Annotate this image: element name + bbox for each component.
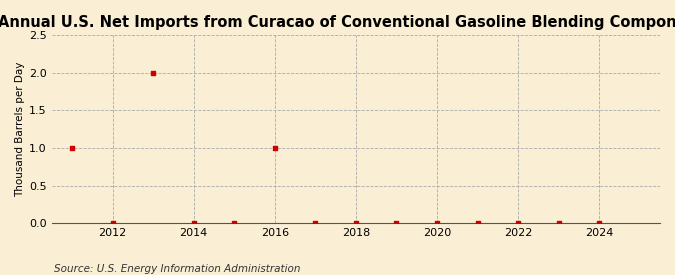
Point	[472, 221, 483, 225]
Point	[391, 221, 402, 225]
Point	[229, 221, 240, 225]
Point	[310, 221, 321, 225]
Point	[67, 146, 78, 150]
Point	[350, 221, 361, 225]
Text: Source: U.S. Energy Information Administration: Source: U.S. Energy Information Administ…	[54, 264, 300, 274]
Point	[431, 221, 442, 225]
Point	[188, 221, 199, 225]
Point	[269, 146, 280, 150]
Point	[594, 221, 605, 225]
Point	[107, 221, 118, 225]
Title: Annual U.S. Net Imports from Curacao of Conventional Gasoline Blending Component: Annual U.S. Net Imports from Curacao of …	[0, 15, 675, 30]
Point	[554, 221, 564, 225]
Point	[148, 71, 159, 75]
Point	[513, 221, 524, 225]
Y-axis label: Thousand Barrels per Day: Thousand Barrels per Day	[15, 62, 25, 197]
